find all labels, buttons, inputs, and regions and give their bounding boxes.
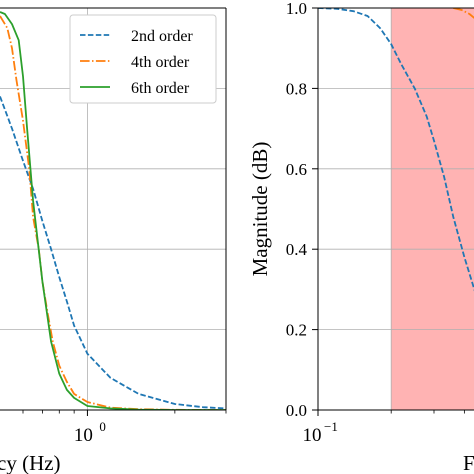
legend: 2nd order 4th order 6th order bbox=[69, 14, 217, 104]
right-series-line-4th-order bbox=[453, 8, 474, 19]
left-x-tick-label: 10 bbox=[74, 425, 93, 446]
right-x-ticks: 10 −1 bbox=[303, 410, 465, 446]
right-x-axis-label: F bbox=[463, 451, 474, 474]
left-x-axis-label: cy (Hz) bbox=[0, 451, 61, 474]
right-gridlines bbox=[318, 8, 474, 410]
right-y-tick-label: 0.6 bbox=[286, 160, 307, 179]
right-axes: 0.0 0.2 0.4 0.6 0.8 1.0 10 −1 Magnitude (dB) F bbox=[248, 0, 474, 474]
right-y-axis-label: Magnitude (dB) bbox=[248, 142, 272, 277]
right-y-ticks: 0.0 0.2 0.4 0.6 0.8 1.0 bbox=[286, 0, 318, 420]
series-line-2nd-order bbox=[0, 96, 226, 410]
left-x-tick-exponent: 0 bbox=[99, 419, 106, 434]
right-x-tick-exponent: −1 bbox=[324, 419, 338, 434]
right-y-tick-label: 0.4 bbox=[286, 240, 308, 259]
left-axes: 10 0 cy (Hz) 2nd order 4th order 6th order bbox=[0, 7, 227, 474]
right-y-tick-label: 0.2 bbox=[286, 321, 307, 340]
legend-entry-label: 4th order bbox=[131, 54, 190, 71]
right-x-tick-label: 10 bbox=[303, 425, 322, 446]
left-x-ticks: 10 0 bbox=[22, 410, 227, 446]
legend-entry-label: 2nd order bbox=[131, 28, 193, 45]
right-y-tick-label: 0.8 bbox=[286, 79, 307, 98]
right-y-tick-label: 0.0 bbox=[286, 401, 307, 420]
shaded-region bbox=[391, 8, 474, 410]
right-series-lines bbox=[318, 8, 474, 292]
legend-frame bbox=[69, 14, 217, 104]
legend-entry-label: 6th order bbox=[131, 80, 190, 97]
right-y-tick-label: 1.0 bbox=[286, 0, 307, 18]
right-series-line-2nd-order bbox=[318, 8, 474, 292]
series-line-6th-order bbox=[0, 11, 226, 410]
left-series-lines bbox=[0, 11, 226, 410]
